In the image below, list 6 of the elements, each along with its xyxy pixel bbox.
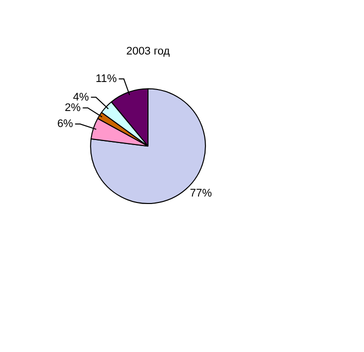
- data-label: 4%: [73, 91, 90, 104]
- data-label: 11%: [96, 72, 118, 85]
- data-label: 6%: [57, 118, 74, 130]
- data-label: 77%: [190, 188, 212, 200]
- data-label: 2%: [64, 102, 81, 114]
- chart-title: 2003 год: [126, 46, 170, 58]
